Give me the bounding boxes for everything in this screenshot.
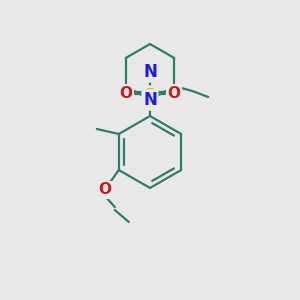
- Text: S: S: [144, 87, 156, 105]
- Text: N: N: [143, 91, 157, 109]
- Text: O: O: [167, 85, 181, 100]
- Text: N: N: [143, 63, 157, 81]
- Text: O: O: [119, 85, 133, 100]
- Text: O: O: [98, 182, 111, 197]
